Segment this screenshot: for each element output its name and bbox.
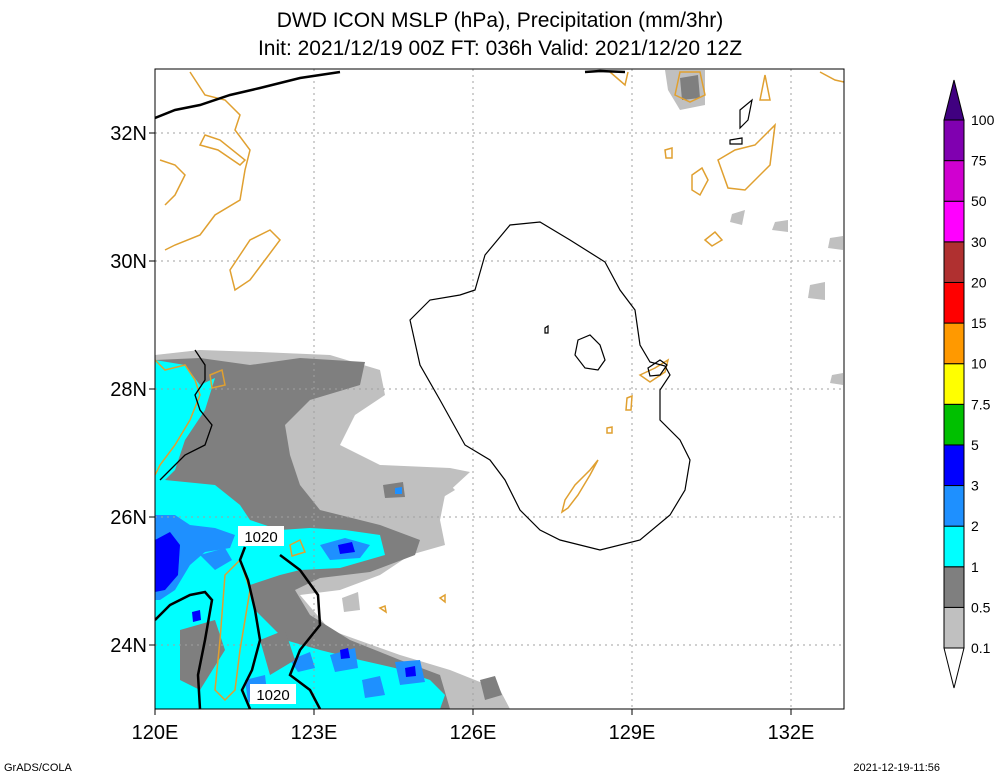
colorbar-swatch: [943, 566, 965, 608]
precipitation-field: [155, 70, 843, 709]
axis-labels: 120E 123E 126E 129E 132E 24N 26N 28N 30N 32N: [110, 123, 814, 744]
colorbar-swatch: [943, 160, 965, 202]
colorbar-swatch: [943, 200, 965, 243]
isobar-label: 1020: [256, 687, 289, 704]
lat-tick-label: 28N: [110, 379, 147, 401]
colorbar-swatch: [943, 403, 965, 446]
lon-tick-label: 123E: [291, 722, 338, 744]
lat-tick-label: 30N: [110, 251, 147, 273]
colorbar-label: 75: [971, 153, 987, 169]
lat-tick-label: 26N: [110, 507, 147, 529]
colorbar-label: 2: [971, 518, 979, 534]
lon-tick-label: 126E: [450, 722, 497, 744]
colorbar-under-triangle: [943, 647, 965, 689]
colorbar-label: 30: [971, 234, 987, 250]
lon-tick-label: 132E: [768, 722, 815, 744]
lat-tick-label: 32N: [110, 123, 147, 145]
colorbar-swatch: [943, 281, 965, 324]
colorbar-label: 7.5: [971, 396, 991, 412]
colorbar-swatch: [943, 525, 965, 568]
isobar-label-box: [250, 684, 296, 704]
colorbar-label: 3: [971, 478, 979, 494]
colorbar-label: 20: [971, 274, 987, 290]
colorbar-label: 0.1: [971, 640, 991, 656]
map-grid: [155, 69, 844, 709]
footer-credit: GrADS/COLA: [4, 762, 72, 774]
colorbar-label: 10: [971, 356, 987, 372]
colorbar-label: 15: [971, 315, 987, 331]
coastlines: [155, 71, 844, 702]
colorbar-swatch: [943, 322, 965, 365]
isobar-label: 1020: [244, 529, 277, 546]
colorbar: 0.1 0.5 1 2 3 5 7.5 10 15 20 30 50 75 100: [943, 79, 995, 689]
isobars: [155, 69, 753, 709]
colorbar-swatch: [943, 363, 965, 405]
lat-tick-label: 24N: [110, 635, 147, 657]
colorbar-label: 0.5: [971, 599, 991, 615]
footer-timestamp: 2021-12-19-11:56: [853, 762, 940, 774]
colorbar-swatch: [943, 485, 965, 527]
map-title: DWD ICON MSLP (hPa), Precipitation (mm/3…: [276, 9, 724, 32]
lon-tick-label: 129E: [609, 722, 656, 744]
lon-tick-label: 120E: [132, 722, 179, 744]
colorbar-swatch: [943, 119, 965, 162]
colorbar-swatch: [943, 241, 965, 283]
colorbar-label: 50: [971, 193, 987, 209]
colorbar-label: 100: [971, 112, 995, 128]
colorbar-label: 5: [971, 437, 979, 453]
colorbar-label: 1: [971, 559, 979, 575]
colorbar-over-triangle: [943, 79, 965, 121]
isobar-label-box: [238, 526, 284, 546]
colorbar-swatch: [943, 606, 965, 649]
map-subtitle: Init: 2021/12/19 00Z FT: 036h Valid: 202…: [257, 37, 743, 60]
colorbar-swatch: [943, 444, 965, 487]
